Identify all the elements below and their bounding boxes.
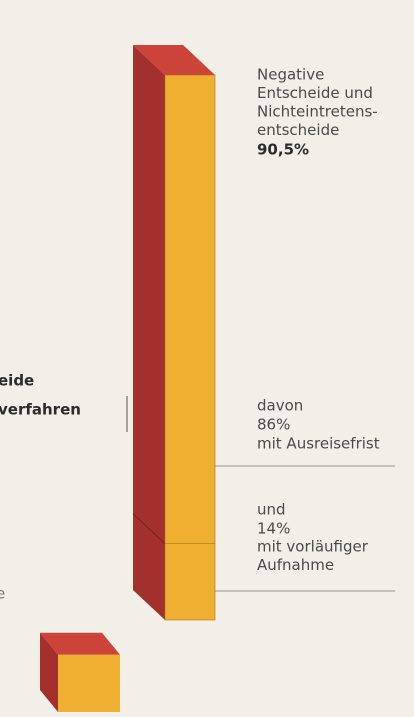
bar-label: entscheide	[257, 121, 339, 139]
bar-label: Entscheide und	[257, 84, 373, 102]
bar-segment	[164, 74, 216, 545]
segment-note: mit vorläufiger	[257, 538, 369, 556]
value-label: 90,5%	[257, 141, 309, 159]
cut-label: e	[0, 585, 5, 603]
segment-label: davon	[257, 397, 303, 415]
bar-front	[58, 654, 120, 712]
bar-top	[40, 632, 120, 655]
bar-segment	[164, 543, 216, 621]
segment-label: und	[257, 501, 286, 519]
segment-note: Aufnahme	[257, 556, 334, 574]
segment-edge	[132, 513, 166, 544]
bar-top	[133, 45, 215, 75]
bar-side	[133, 45, 165, 620]
bar-side	[40, 632, 58, 712]
cut-label: verfahren	[0, 401, 81, 419]
bar-label: Negative	[257, 66, 324, 84]
cut-label: eide	[0, 372, 34, 390]
segment-value-label: 14%	[257, 520, 290, 538]
bar-label: Nichteintretens-	[257, 103, 378, 121]
segment-note: mit Ausreisefrist	[257, 435, 380, 453]
segment-value-label: 86%	[257, 416, 290, 434]
